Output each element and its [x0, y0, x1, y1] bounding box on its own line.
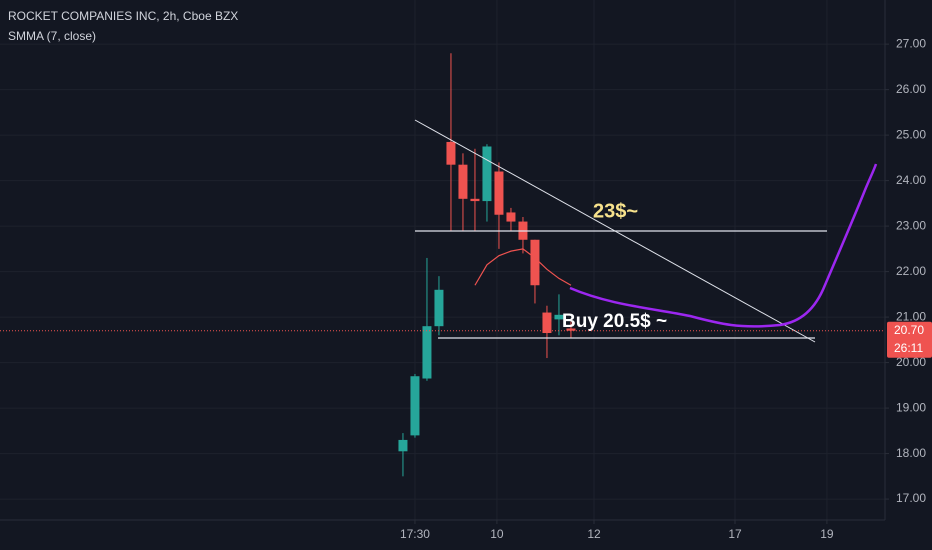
x-tick-label: 10 [490, 527, 504, 541]
y-tick-label: 23.00 [896, 218, 926, 232]
y-tick-label: 21.00 [896, 309, 926, 323]
candle-body [566, 328, 576, 331]
x-tick-label: 17 [728, 527, 742, 541]
candle-body [542, 312, 552, 334]
indicator-legend: SMMA (7, close) [8, 29, 96, 43]
candle-body [470, 198, 480, 202]
candle-body [554, 314, 564, 320]
x-tick-label: 19 [820, 527, 834, 541]
symbol-title: ROCKET COMPANIES INC, 2h, Cboe BZX [8, 9, 238, 23]
y-tick-label: 17.00 [896, 491, 926, 505]
annotation: Buy 20.5$ ~ [562, 311, 667, 332]
candle-body [458, 164, 468, 199]
brush-drawing [569, 163, 878, 328]
countdown: 26:11 [894, 341, 923, 355]
candle-body [434, 289, 444, 327]
last-price-label: 20.70 [894, 323, 924, 337]
indicator-line [474, 248, 572, 286]
annotation: 23$~ [593, 200, 638, 222]
y-tick-label: 20.00 [896, 355, 926, 369]
candle-body [482, 146, 492, 202]
candle-body [410, 376, 420, 436]
last-price-box [887, 321, 932, 358]
y-tick-label: 19.00 [896, 400, 926, 414]
candle-body [530, 239, 540, 286]
candle-body [398, 439, 408, 452]
y-tick-label: 25.00 [896, 127, 926, 141]
y-tick-label: 26.00 [896, 82, 926, 96]
candle-body [494, 171, 504, 215]
x-tick-label: 17:30 [400, 527, 430, 541]
y-tick-label: 22.00 [896, 264, 926, 278]
y-tick-label: 18.00 [896, 446, 926, 460]
candle-body [422, 326, 432, 379]
x-tick-label: 12 [587, 527, 601, 541]
y-tick-label: 24.00 [896, 173, 926, 187]
y-tick-label: 27.00 [896, 36, 926, 50]
candle-body [446, 141, 456, 165]
candle-body [506, 212, 516, 222]
